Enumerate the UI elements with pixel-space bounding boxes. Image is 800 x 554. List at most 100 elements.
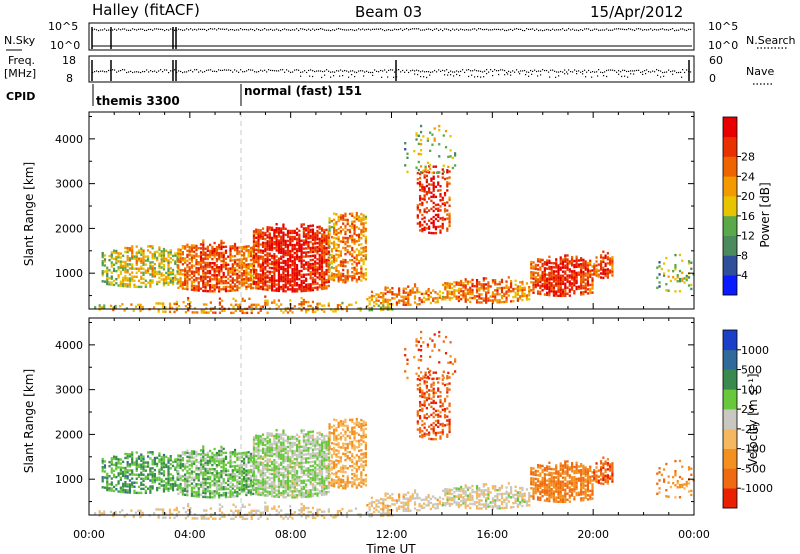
power-cell <box>259 265 262 268</box>
power-cell <box>469 288 472 292</box>
velocity-cell <box>156 456 159 460</box>
power-cell <box>539 284 542 287</box>
power-cell <box>229 289 232 292</box>
power-cell <box>417 160 420 164</box>
power-cell <box>224 249 228 253</box>
power-cell <box>480 293 483 296</box>
power-cell <box>103 258 107 261</box>
power-cell <box>685 278 688 282</box>
velocity-cell <box>169 454 172 458</box>
power-cell <box>391 293 394 296</box>
power-cell <box>243 265 246 269</box>
velocity-cell <box>106 472 109 476</box>
power-cell <box>446 213 449 216</box>
freq-sample <box>200 70 202 72</box>
velocity-cell <box>106 478 109 482</box>
power-cell <box>487 291 490 294</box>
power-cell <box>177 264 180 267</box>
power-cell <box>302 281 305 285</box>
power-cell <box>418 211 422 214</box>
velocity-cell <box>124 456 127 460</box>
velocity-cell <box>186 493 189 497</box>
power-cell <box>140 259 143 262</box>
power-cell <box>240 260 243 263</box>
nsky-sample <box>546 28 548 31</box>
power-cell <box>464 278 467 281</box>
power-cell <box>379 306 383 309</box>
power-cell <box>255 284 258 288</box>
power-cell <box>344 224 347 228</box>
power-cell <box>432 297 435 300</box>
power-cell <box>316 225 319 229</box>
power-cell <box>485 299 488 302</box>
power-cell <box>213 290 216 293</box>
velocity-cell <box>202 479 205 482</box>
power-cell <box>413 297 417 300</box>
velocity-cell <box>186 483 189 487</box>
velocity-cell <box>184 493 187 497</box>
power-cell <box>305 300 308 304</box>
power-cell <box>165 277 168 281</box>
power-cell <box>231 287 234 290</box>
power-cell <box>250 311 253 315</box>
power-cell <box>229 279 232 282</box>
power-cell <box>379 308 383 311</box>
velocity-cell <box>165 481 168 485</box>
power-cell <box>423 210 426 213</box>
power-cell <box>330 254 333 257</box>
power-cell <box>395 303 398 306</box>
power-cell <box>427 296 430 299</box>
power-cell <box>208 290 212 293</box>
power-cell <box>449 135 452 138</box>
power-cell <box>318 265 321 269</box>
power-cell <box>302 263 305 266</box>
power-cell <box>291 278 294 281</box>
power-cell <box>325 250 328 254</box>
velocity-cell <box>211 496 214 499</box>
power-cell <box>204 263 207 267</box>
power-cell <box>282 255 285 259</box>
velocity-cell <box>153 476 156 480</box>
power-cell <box>135 261 138 264</box>
nave-sample <box>663 75 665 77</box>
power-cell <box>339 230 343 233</box>
cpid-mode-themis: themis 3300 <box>96 94 180 108</box>
power-cell <box>589 269 592 273</box>
velocity-cell <box>140 457 143 460</box>
power-cell <box>266 244 269 247</box>
power-cell <box>133 275 136 278</box>
station-title: Halley (fitACF) <box>92 1 200 19</box>
power-cell <box>291 272 294 275</box>
power-cell <box>273 281 276 284</box>
power-cell <box>277 283 281 287</box>
velocity-cell <box>188 464 191 467</box>
power-cell <box>541 278 544 282</box>
velocity-cell <box>181 491 184 494</box>
velocity-cell <box>240 486 243 489</box>
velocity-cell <box>229 493 232 496</box>
velocity-cell <box>126 471 129 474</box>
velocity-cell <box>195 482 198 486</box>
power-cell <box>530 272 533 276</box>
power-cell <box>181 244 184 248</box>
nsky-sample <box>404 28 406 30</box>
power-cell <box>162 268 166 271</box>
power-cell <box>146 259 150 262</box>
power-cell <box>286 259 290 263</box>
power-cell <box>377 295 380 299</box>
velocity-cell <box>215 465 218 469</box>
freq-sample <box>332 71 334 73</box>
power-cell <box>437 183 440 186</box>
power-cell <box>532 265 535 268</box>
power-cell <box>266 301 269 304</box>
power-cell <box>427 293 430 297</box>
power-cell <box>416 291 419 294</box>
power-cell <box>318 241 321 245</box>
power-cell <box>153 273 156 276</box>
power-cell <box>419 142 423 146</box>
power-cell <box>505 298 508 301</box>
power-cell <box>284 259 287 263</box>
freq-sample <box>308 69 310 72</box>
power-cell <box>342 222 345 225</box>
power-cell <box>302 243 305 246</box>
